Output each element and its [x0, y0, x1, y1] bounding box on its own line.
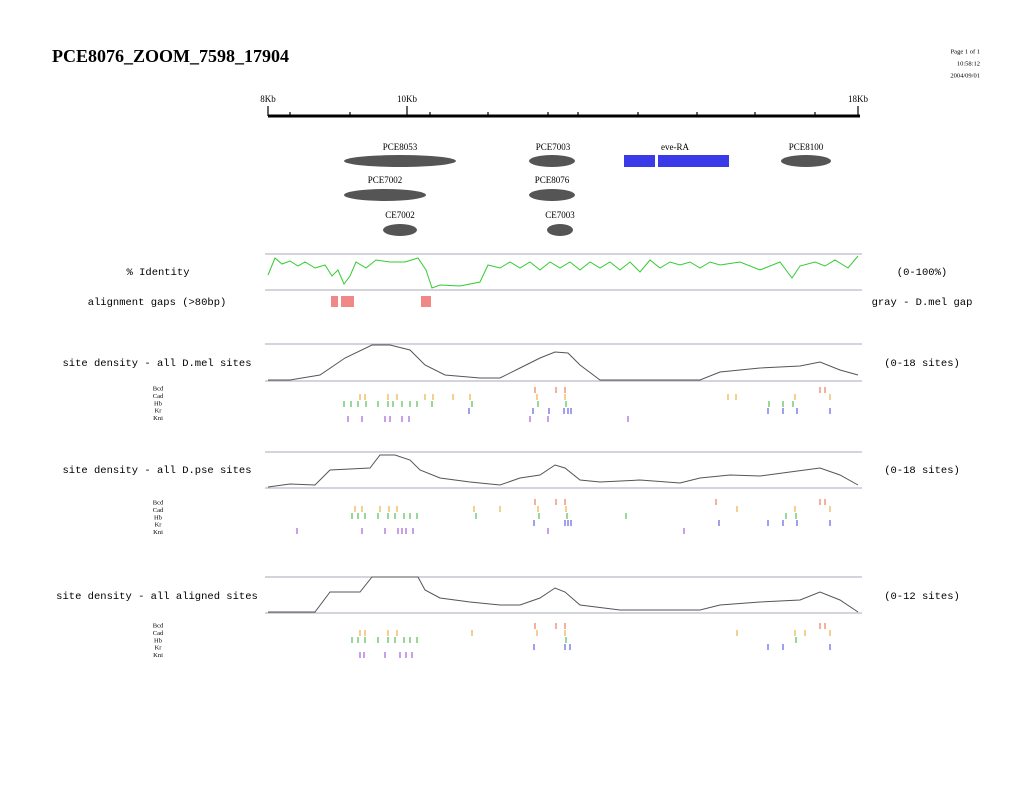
ruler-label: 10Kb	[397, 94, 417, 104]
feature-label: PCE7003	[536, 142, 571, 152]
feature-label: PCE8100	[789, 142, 824, 152]
ruler-label: 8Kb	[260, 94, 276, 104]
track-range: (0-18 sites)	[884, 358, 960, 370]
ruler-label: 18Kb	[848, 94, 868, 104]
factor-label: Kni	[153, 652, 163, 659]
ruler: 8Kb 10Kb 18Kb	[260, 94, 868, 118]
track-labels: site density - all D.mel sites (0-18 site…	[56, 358, 960, 659]
factor-label: Hb	[154, 400, 162, 407]
track-range: (0-12 sites)	[884, 591, 960, 603]
identity-range: (0-100%)	[897, 267, 947, 279]
feature-label: PCE8076	[535, 175, 570, 185]
page-info: Page 1 of 1	[951, 48, 980, 55]
factor-label: Hb	[154, 514, 162, 521]
factor-label: Hb	[154, 637, 162, 644]
feature-label: eve-RA	[661, 142, 689, 152]
date: 2004/09/01	[950, 72, 980, 79]
factor-label: Cad	[153, 393, 164, 400]
track-label: site density - all D.mel sites	[62, 358, 251, 370]
density-track-1	[265, 343, 862, 422]
factor-label: Kr	[155, 522, 163, 529]
factor-label: Kni	[153, 529, 163, 536]
density-track-2	[265, 451, 862, 534]
factor-label: Kni	[153, 415, 163, 422]
factor-label: Bcd	[153, 499, 164, 506]
identity-track	[265, 253, 862, 307]
factor-label: Cad	[153, 630, 164, 637]
track-label: site density - all D.pse sites	[62, 465, 251, 477]
feature-label: PCE7002	[368, 175, 403, 185]
identity-label: % Identity	[126, 267, 189, 279]
feature-label: CE7003	[545, 210, 575, 220]
title: PCE8076_ZOOM_7598_17904	[52, 46, 289, 66]
density-track-3	[265, 576, 862, 658]
time: 10:58:12	[957, 60, 980, 67]
factor-label: Kr	[155, 645, 163, 652]
factor-label: Bcd	[153, 385, 164, 392]
features	[344, 155, 831, 236]
feature-label: PCE8053	[383, 142, 418, 152]
gaps-label: alignment gaps (>80bp)	[88, 297, 227, 309]
gaps-note: gray - D.mel gap	[872, 297, 973, 309]
track-label: site density - all aligned sites	[56, 591, 258, 603]
feature-label: CE7002	[385, 210, 415, 220]
factor-label: Cad	[153, 507, 164, 514]
track-range: (0-18 sites)	[884, 465, 960, 477]
factor-label: Bcd	[153, 622, 164, 629]
factor-label: Kr	[155, 408, 163, 415]
